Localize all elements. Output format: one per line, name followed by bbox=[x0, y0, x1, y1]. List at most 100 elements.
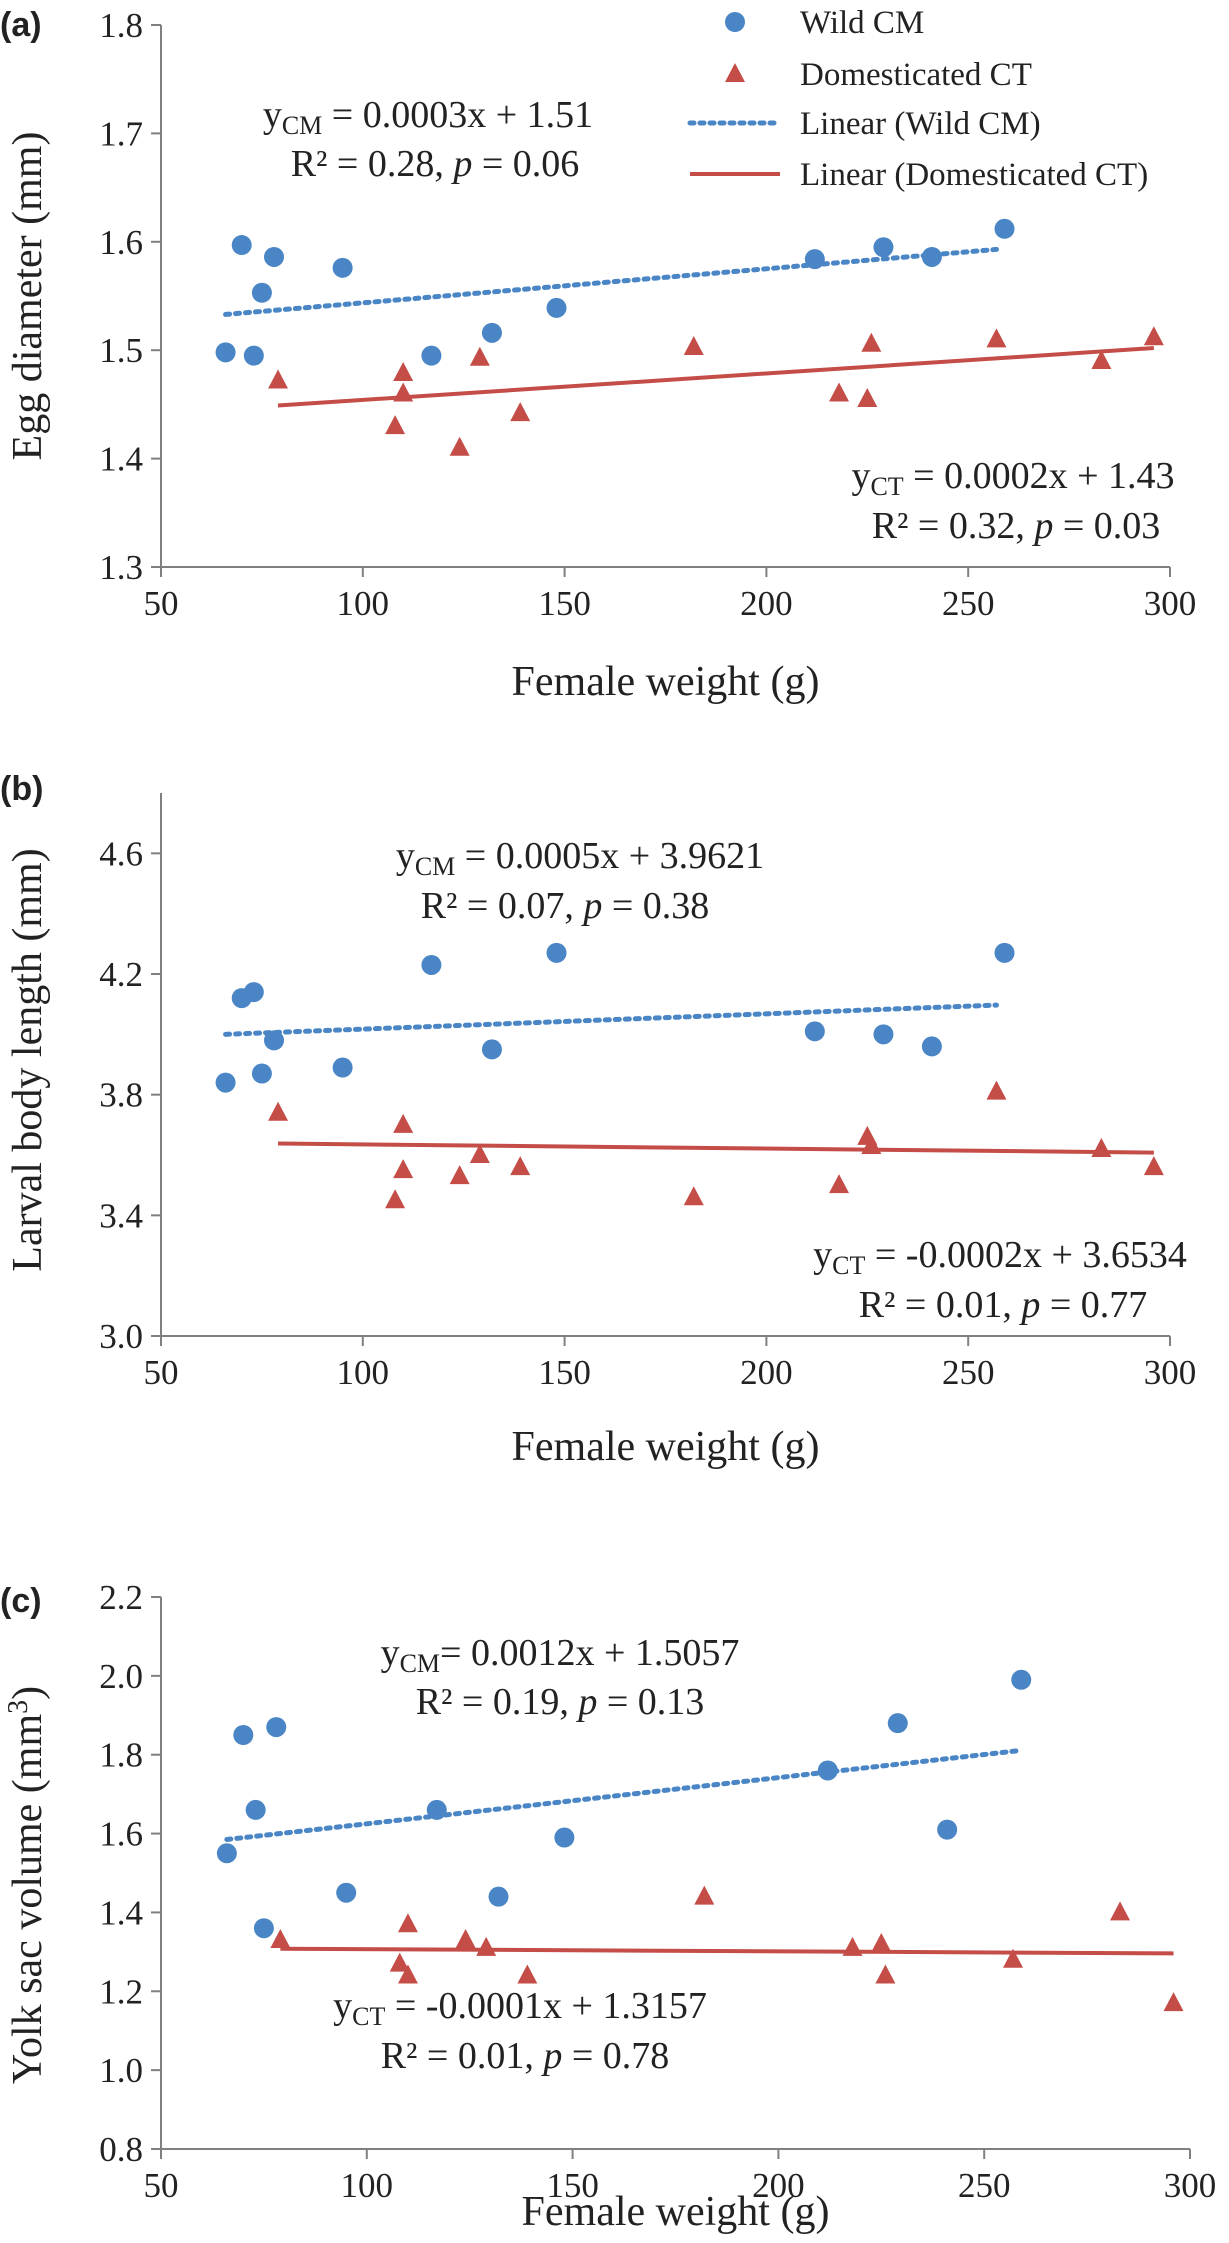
x-tick-label: 100 bbox=[337, 584, 390, 623]
r2-wild-cm: R² = 0.19, p = 0.13 bbox=[416, 1681, 705, 1723]
x-tick-label: 200 bbox=[740, 584, 793, 623]
x-tick-label: 200 bbox=[740, 1353, 793, 1392]
point-wild-cm bbox=[253, 1918, 274, 1939]
equation-domesticated-ct: yCT = -0.0002x + 3.6534 bbox=[813, 1234, 1187, 1280]
point-wild-cm bbox=[251, 1063, 272, 1084]
point-wild-cm bbox=[233, 1725, 254, 1745]
x-tick-label: 300 bbox=[1144, 1353, 1197, 1392]
point-domesticated-ct bbox=[517, 1964, 538, 1984]
trendline-wild-cm bbox=[223, 1002, 999, 1037]
r2-wild-cm: R² = 0.28, p = 0.06 bbox=[291, 143, 580, 185]
point-domesticated-ct bbox=[861, 332, 882, 352]
x-tick-label: 300 bbox=[1144, 584, 1197, 623]
point-domesticated-ct bbox=[268, 1101, 289, 1121]
point-wild-cm bbox=[481, 322, 502, 343]
x-axis-title: Female weight (g) bbox=[512, 1424, 820, 1470]
legend-domesticated-ct-marker bbox=[725, 63, 745, 82]
point-domesticated-ct bbox=[268, 369, 289, 389]
point-domesticated-ct bbox=[449, 1165, 470, 1185]
point-wild-cm bbox=[1011, 1669, 1032, 1690]
point-wild-cm bbox=[873, 1024, 894, 1045]
y-tick-label: 3.8 bbox=[99, 1076, 143, 1115]
x-tick-label: 200 bbox=[752, 2166, 805, 2205]
point-domesticated-ct bbox=[829, 382, 850, 402]
point-wild-cm bbox=[994, 942, 1015, 963]
point-domesticated-ct bbox=[270, 1929, 291, 1949]
point-domesticated-ct bbox=[875, 1964, 896, 1984]
legend: Wild CM Domesticated CT Linear (Wild CM) Li… bbox=[687, 5, 1148, 193]
point-domesticated-ct bbox=[393, 361, 414, 381]
point-domesticated-ct bbox=[449, 436, 470, 456]
point-wild-cm bbox=[264, 246, 285, 267]
point-wild-cm bbox=[336, 1882, 357, 1903]
point-wild-cm bbox=[216, 1843, 237, 1864]
legend-wild-cm-label: Wild CM bbox=[800, 5, 924, 41]
trendline-domesticated-ct bbox=[277, 346, 1154, 408]
y-axis-title: Larval body length (mm) bbox=[5, 848, 51, 1271]
x-tick-label: 50 bbox=[144, 2166, 179, 2205]
y-tick-label: 2.2 bbox=[99, 1578, 143, 1617]
point-domesticated-ct bbox=[469, 346, 490, 366]
panel-label: (b) bbox=[0, 770, 43, 808]
point-domesticated-ct bbox=[476, 1936, 497, 1956]
point-wild-cm bbox=[215, 342, 236, 363]
x-tick-label: 50 bbox=[144, 584, 179, 623]
y-tick-label: 1.6 bbox=[99, 223, 143, 262]
point-wild-cm bbox=[266, 1717, 287, 1738]
y-tick-label: 1.8 bbox=[99, 1736, 143, 1775]
point-wild-cm bbox=[481, 1039, 502, 1060]
x-tick-label: 100 bbox=[341, 2166, 394, 2205]
trendline-wild-cm bbox=[224, 1747, 1024, 1842]
y-tick-label: 2.0 bbox=[99, 1657, 143, 1696]
point-wild-cm bbox=[554, 1827, 575, 1848]
r2-wild-cm: R² = 0.07, p = 0.38 bbox=[421, 885, 710, 927]
r2-domesticated-ct: R² = 0.01, p = 0.77 bbox=[859, 1284, 1148, 1326]
y-tick-label: 1.7 bbox=[99, 114, 143, 153]
point-domesticated-ct bbox=[455, 1929, 476, 1949]
point-domesticated-ct bbox=[397, 1913, 418, 1933]
point-domesticated-ct bbox=[397, 1964, 418, 1984]
y-axis-title: Egg diameter (mm) bbox=[5, 132, 51, 461]
point-wild-cm bbox=[332, 257, 353, 278]
trendline-domesticated-ct bbox=[280, 1946, 1174, 1956]
point-domesticated-ct bbox=[861, 1134, 882, 1154]
point-domesticated-ct bbox=[986, 328, 1007, 348]
x-axis-title: Female weight (g) bbox=[522, 2189, 830, 2235]
x-tick-label: 50 bbox=[144, 1353, 179, 1392]
point-domesticated-ct bbox=[842, 1936, 863, 1956]
trendline-domesticated-ct bbox=[278, 1141, 1154, 1155]
point-wild-cm bbox=[873, 237, 894, 258]
point-wild-cm bbox=[921, 1036, 942, 1057]
point-domesticated-ct bbox=[986, 1080, 1007, 1100]
point-domesticated-ct bbox=[385, 1189, 406, 1209]
y-tick-label: 4.6 bbox=[99, 834, 143, 873]
point-domesticated-ct bbox=[389, 1952, 410, 1972]
equation-domesticated-ct: yCT = 0.0002x + 1.43 bbox=[851, 455, 1174, 501]
point-domesticated-ct bbox=[1110, 1901, 1131, 1921]
point-wild-cm bbox=[421, 954, 442, 975]
point-domesticated-ct bbox=[871, 1932, 892, 1952]
point-wild-cm bbox=[231, 235, 252, 256]
point-domesticated-ct bbox=[829, 1174, 850, 1194]
legend-wild-cm-marker bbox=[725, 12, 745, 32]
point-wild-cm bbox=[245, 1799, 266, 1820]
point-domesticated-ct bbox=[1163, 1992, 1184, 2012]
y-tick-label: 1.2 bbox=[99, 1972, 143, 2011]
x-tick-label: 150 bbox=[538, 584, 591, 623]
x-tick-label: 300 bbox=[1164, 2166, 1217, 2205]
y-tick-label: 1.6 bbox=[99, 1815, 143, 1854]
point-wild-cm bbox=[546, 942, 567, 963]
point-wild-cm bbox=[488, 1886, 509, 1907]
chart-panel-1: (a) 1.3 1.4 1.5 1.6 1.7 1.8 50 100 150 200 250 300 Fe… bbox=[0, 5, 1196, 705]
x-tick-label: 250 bbox=[958, 2166, 1011, 2205]
legend-linear-domesticated-ct-label: Linear (Domesticated CT) bbox=[800, 157, 1148, 193]
y-tick-label: 1.0 bbox=[99, 2051, 143, 2090]
point-domesticated-ct bbox=[393, 382, 414, 402]
point-wild-cm bbox=[804, 1021, 825, 1042]
chart-panel-2: (b) 3.0 3.4 3.8 4.2 4.6 50 100 150 200 250 300 Femal… bbox=[0, 770, 1196, 1470]
y-tick-label: 0.8 bbox=[99, 2130, 143, 2169]
point-wild-cm bbox=[937, 1819, 958, 1840]
equation-wild-cm: yCM= 0.0012x + 1.5057 bbox=[381, 1632, 740, 1678]
point-wild-cm bbox=[243, 345, 264, 366]
